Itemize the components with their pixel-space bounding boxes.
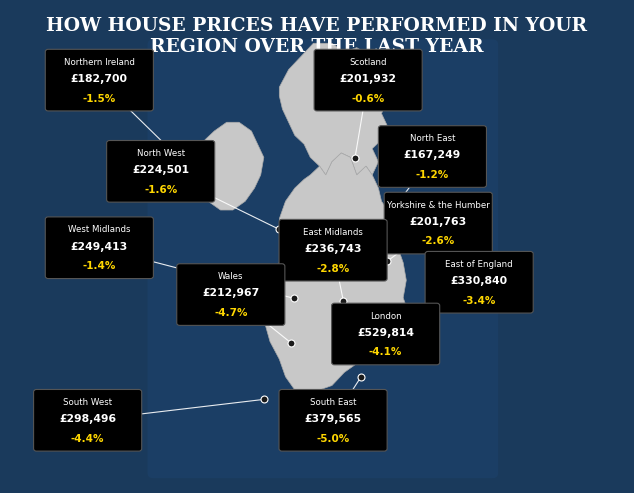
Text: £201,932: £201,932 <box>340 74 397 84</box>
Text: £201,763: £201,763 <box>410 217 467 227</box>
Text: -0.6%: -0.6% <box>351 94 385 104</box>
FancyBboxPatch shape <box>384 192 493 254</box>
Text: -4.4%: -4.4% <box>71 434 105 444</box>
Text: North East: North East <box>410 134 455 143</box>
Text: £224,501: £224,501 <box>132 165 189 175</box>
Text: East of England: East of England <box>445 260 513 269</box>
Text: £249,413: £249,413 <box>71 242 128 251</box>
Text: £330,840: £330,840 <box>451 276 508 286</box>
Text: -5.0%: -5.0% <box>316 434 350 444</box>
Text: North West: North West <box>136 149 184 158</box>
FancyBboxPatch shape <box>45 49 153 111</box>
Text: London: London <box>370 312 401 320</box>
Text: £298,496: £298,496 <box>59 414 116 424</box>
Text: £212,967: £212,967 <box>202 288 259 298</box>
FancyBboxPatch shape <box>34 389 141 451</box>
Polygon shape <box>257 153 410 394</box>
Text: -2.6%: -2.6% <box>422 237 455 246</box>
Text: -4.1%: -4.1% <box>369 348 403 357</box>
Text: £529,814: £529,814 <box>357 328 414 338</box>
FancyBboxPatch shape <box>425 251 533 313</box>
Text: Wales: Wales <box>218 272 243 281</box>
Text: -1.2%: -1.2% <box>416 170 449 180</box>
Polygon shape <box>196 122 264 210</box>
Text: South West: South West <box>63 398 112 407</box>
Text: -1.6%: -1.6% <box>144 185 178 195</box>
Text: East Midlands: East Midlands <box>303 228 363 237</box>
Text: HOW HOUSE PRICES HAVE PERFORMED IN YOUR
REGION OVER THE LAST YEAR: HOW HOUSE PRICES HAVE PERFORMED IN YOUR … <box>46 17 588 56</box>
Text: Yorkshire & the Humber: Yorkshire & the Humber <box>387 201 489 210</box>
FancyBboxPatch shape <box>148 39 498 478</box>
Text: -1.4%: -1.4% <box>82 261 116 271</box>
Text: £236,743: £236,743 <box>304 244 362 254</box>
Polygon shape <box>280 43 388 175</box>
FancyBboxPatch shape <box>332 303 440 365</box>
Text: -2.8%: -2.8% <box>316 264 350 274</box>
Text: £167,249: £167,249 <box>404 150 461 160</box>
FancyBboxPatch shape <box>279 389 387 451</box>
Text: Scotland: Scotland <box>349 58 387 67</box>
FancyBboxPatch shape <box>177 264 285 325</box>
Text: -1.5%: -1.5% <box>82 94 116 104</box>
Text: -3.4%: -3.4% <box>462 296 496 306</box>
Text: Northern Ireland: Northern Ireland <box>64 58 135 67</box>
Text: South East: South East <box>310 398 356 407</box>
Text: £379,565: £379,565 <box>304 414 361 424</box>
FancyBboxPatch shape <box>378 126 486 187</box>
FancyBboxPatch shape <box>314 49 422 111</box>
Text: West Midlands: West Midlands <box>68 225 131 234</box>
FancyBboxPatch shape <box>107 141 215 202</box>
Text: -4.7%: -4.7% <box>214 308 247 318</box>
FancyBboxPatch shape <box>45 217 153 279</box>
Text: £182,700: £182,700 <box>71 74 128 84</box>
FancyBboxPatch shape <box>279 219 387 281</box>
